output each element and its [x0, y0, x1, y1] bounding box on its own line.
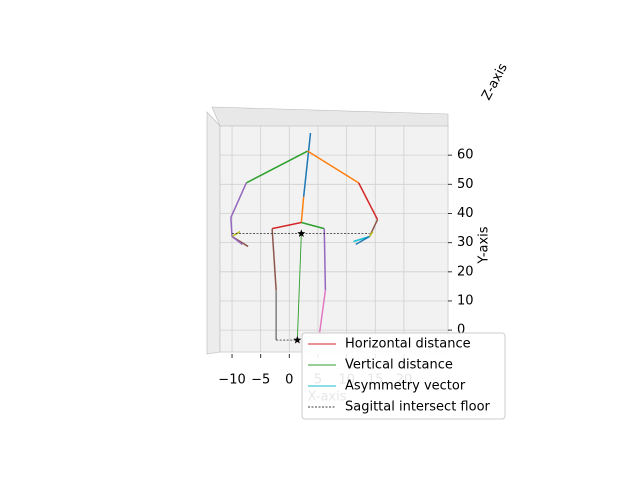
bone: [301, 221, 325, 230]
back-pane: [219, 125, 449, 353]
side-pane: [206, 111, 221, 355]
series-line: [296, 233, 302, 341]
bone: [357, 182, 379, 220]
star-marker: [293, 335, 302, 344]
y-tick-label: 20: [457, 264, 474, 279]
bone: [271, 221, 302, 230]
legend: Horizontal distance Vertical distance Asym…: [301, 332, 506, 420]
x-tick-label: −5: [251, 373, 270, 388]
y-tick-label: 30: [457, 235, 474, 250]
bone: [318, 290, 327, 333]
y-axis-label: Y-axis: [477, 226, 492, 264]
bone: [323, 228, 327, 291]
bone: [231, 235, 243, 245]
x-tick-label: 0: [285, 373, 293, 388]
bone: [307, 150, 360, 184]
bone: [368, 231, 374, 237]
bone: [300, 196, 305, 223]
z-axis-label: Z-axis: [479, 61, 511, 103]
bone: [231, 230, 241, 238]
bone: [302, 132, 312, 197]
bone: [230, 182, 248, 237]
legend-label: Sagittal intersect floor: [345, 400, 491, 415]
marks: [230, 132, 379, 344]
star-marker: [297, 229, 306, 238]
x-tick-label: −10: [218, 373, 245, 388]
legend-label: Asymmetry vector: [345, 379, 466, 394]
y-tick-label: 0: [457, 323, 465, 338]
y-tick-label: 10: [457, 293, 474, 308]
series-line: [232, 233, 370, 341]
bone: [271, 228, 277, 291]
y-tick-label: 50: [457, 177, 474, 192]
legend-label: Vertical distance: [345, 358, 453, 373]
y-tick-label: 60: [457, 148, 474, 163]
top-pane: [211, 106, 449, 129]
bone: [355, 235, 370, 246]
y-tick-label: 40: [457, 206, 474, 221]
bone: [246, 150, 308, 184]
legend-label: Horizontal distance: [345, 337, 471, 352]
legend-box: [301, 332, 506, 420]
